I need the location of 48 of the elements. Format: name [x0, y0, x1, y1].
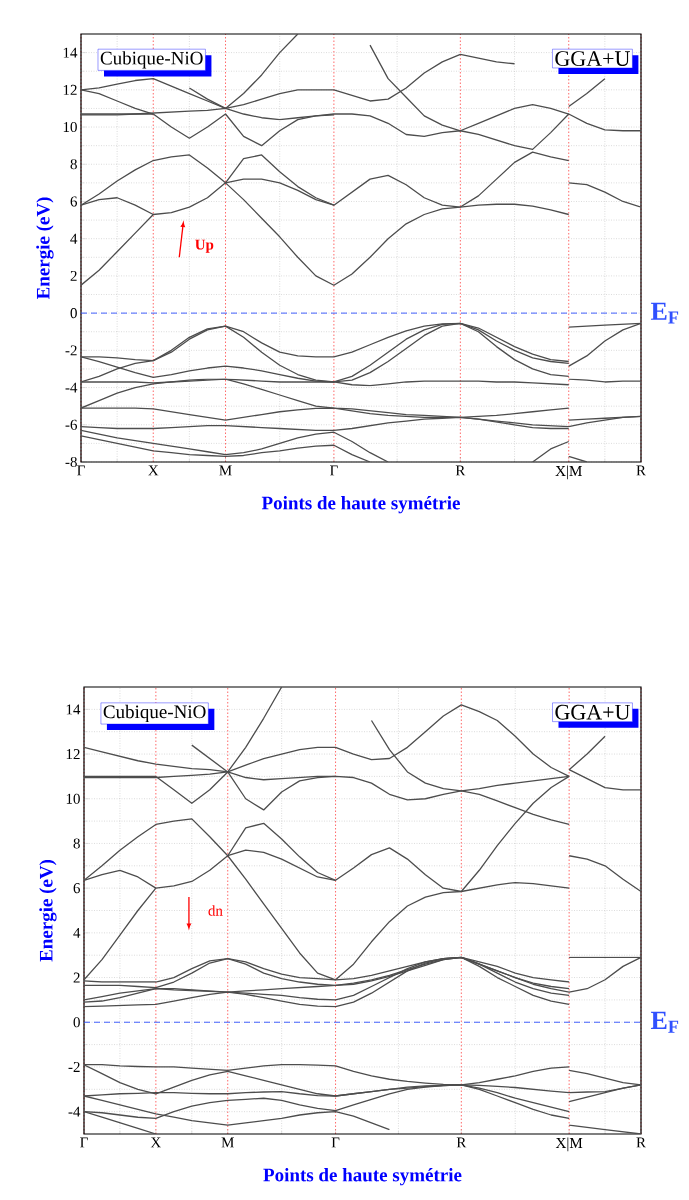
- y-tick-label: 12: [66, 749, 80, 760]
- y-tick-label: 6: [70, 196, 78, 207]
- y-tick-label: 0: [70, 308, 77, 319]
- y-tick-label: 10: [63, 121, 77, 133]
- y-tick-label: 2: [70, 270, 77, 281]
- y-tick-label: 4: [73, 927, 81, 938]
- annotation: Cubique-NiO: [103, 704, 206, 723]
- annotation: Cubique-NiO: [100, 51, 203, 69]
- y-tick-label: -8: [65, 456, 77, 468]
- y-tick-label: 6: [73, 883, 81, 894]
- y-tick-label: -4: [68, 1106, 81, 1117]
- ref-line-label: E$_{F}$: [650, 302, 679, 324]
- x-axis-title: Points de haute symétrie: [261, 496, 460, 514]
- y-axis-title: Energie (eV): [36, 197, 54, 300]
- y-axis-title: Energie (eV): [39, 859, 57, 962]
- x-tick-label: X|M: [555, 465, 582, 480]
- x-tick-label: R: [455, 465, 466, 476]
- x-tick-label: X: [148, 465, 159, 476]
- y-tick-label: 12: [63, 84, 77, 95]
- y-tick-label: -6: [65, 419, 78, 430]
- x-tick-label: Γ: [80, 1137, 88, 1148]
- y-tick-label: 10: [66, 793, 80, 804]
- x-tick-label: X: [150, 1137, 162, 1148]
- y-tick-label: 8: [70, 159, 77, 170]
- y-tick-label: -2: [65, 345, 77, 356]
- y-tick-label: 14: [66, 704, 81, 715]
- x-tick-label: R: [456, 1137, 467, 1148]
- y-tick-label: 14: [63, 47, 78, 58]
- x-tick-label: Γ: [330, 465, 338, 476]
- y-tick-label: 8: [73, 838, 80, 849]
- annotation: dn: [208, 905, 223, 916]
- x-tick-label: Γ: [77, 465, 85, 476]
- x-tick-label: M: [221, 1137, 234, 1148]
- y-tick-label: 4: [70, 233, 78, 244]
- x-tick-label: M: [219, 465, 232, 476]
- annotation: GGA+U: [555, 51, 630, 66]
- y-tick-label: -4: [65, 382, 78, 393]
- y-tick-label: -2: [68, 1061, 80, 1072]
- x-tick-label: Γ: [331, 1137, 340, 1148]
- ref-line-label: E$_{F}$: [650, 1011, 679, 1033]
- x-tick-label: R: [636, 465, 646, 476]
- x-tick-label: R: [636, 1137, 646, 1148]
- y-tick-label: 0: [73, 1017, 80, 1028]
- annotation: Up: [195, 239, 214, 253]
- x-tick-label: X|M: [555, 1137, 583, 1152]
- y-tick-label: 2: [73, 972, 80, 983]
- annotation: GGA+U: [555, 704, 630, 720]
- x-axis-title: Points de haute symétrie: [263, 1168, 462, 1186]
